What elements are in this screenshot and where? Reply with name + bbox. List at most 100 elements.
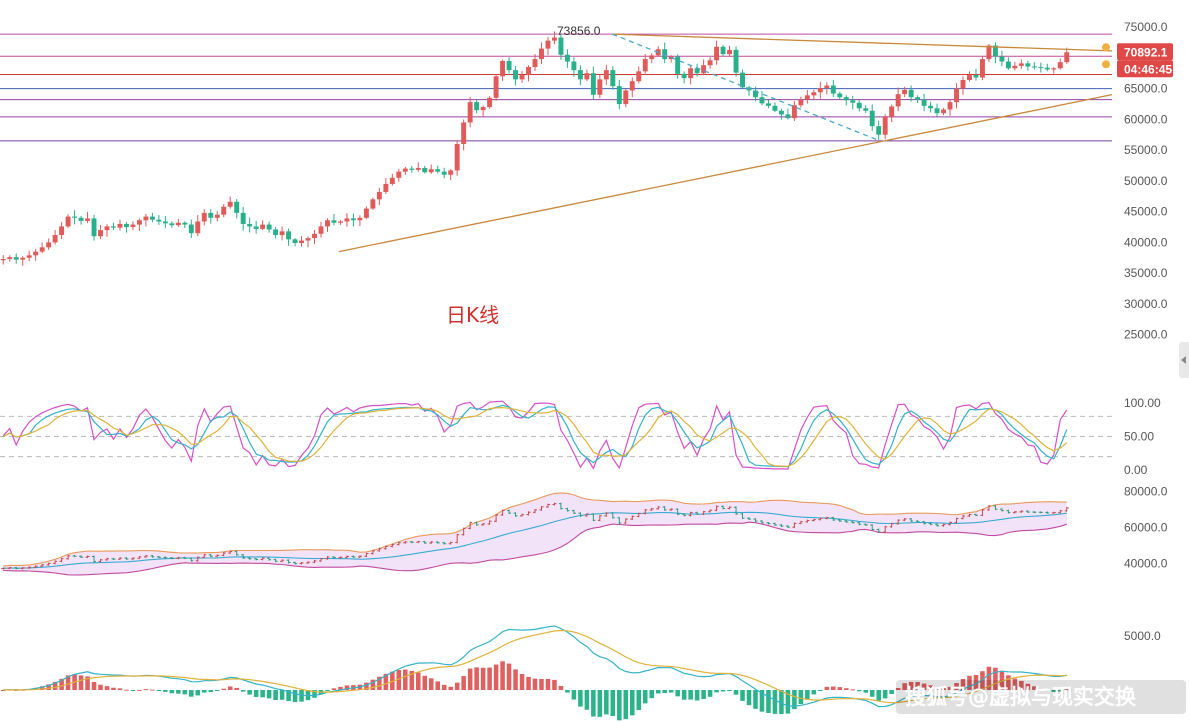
candle-body	[817, 87, 823, 93]
candle-body	[804, 95, 810, 100]
candle-body	[85, 218, 91, 221]
macd-histogram-bar	[623, 690, 629, 720]
macd-histogram-bar	[824, 686, 830, 690]
candle-body	[727, 49, 733, 55]
trendline	[612, 33, 1113, 52]
candle-body	[616, 86, 622, 104]
macd-histogram-bar	[279, 690, 285, 700]
macd-histogram-bar	[52, 681, 58, 690]
candle-body	[1044, 67, 1050, 70]
macd-histogram-bar	[792, 690, 797, 710]
macd-histogram-bar	[338, 686, 343, 690]
macd-histogram-bar	[441, 684, 447, 690]
oscillator-panel: 100.00 50.00 0.00	[0, 396, 1161, 477]
macd-histogram-bar	[331, 688, 337, 690]
macd-histogram-bar	[545, 678, 551, 690]
candle-body	[260, 224, 266, 229]
macd-histogram-bar	[837, 687, 843, 690]
macd-histogram-bar	[493, 664, 499, 690]
macd-histogram-bar	[292, 690, 298, 703]
candle-body	[409, 168, 415, 170]
macd-histogram-bar	[383, 673, 389, 690]
macd-histogram-bar	[364, 682, 369, 690]
macd-histogram-bar	[98, 684, 103, 690]
macd-histogram-bar	[889, 690, 894, 694]
candle-body	[13, 257, 19, 260]
panel-title: 日K线	[446, 303, 499, 327]
macd-histogram-bar	[772, 690, 778, 714]
price-tick-label: 55000.0	[1124, 143, 1168, 157]
candle-body	[642, 59, 648, 72]
macd-histogram-bar	[844, 688, 849, 690]
candle-body	[195, 221, 201, 234]
macd-histogram-bar	[960, 678, 966, 690]
candle-body	[895, 94, 901, 107]
macd-histogram-bar	[1064, 689, 1070, 691]
macd-histogram-bar	[915, 681, 920, 690]
candle-body	[558, 37, 564, 55]
macd-histogram-bar	[78, 675, 84, 690]
trendlines	[338, 33, 1113, 253]
macd-histogram-bar	[227, 686, 233, 690]
candle-body	[636, 71, 642, 82]
candle-body	[577, 70, 583, 80]
macd-histogram-bar	[908, 681, 914, 690]
macd-histogram-bar	[176, 690, 181, 694]
trendline	[338, 94, 1113, 253]
macd-histogram-bar	[1058, 690, 1063, 692]
candle-body	[266, 224, 272, 230]
candle-body	[149, 216, 155, 220]
candle-body	[889, 106, 895, 117]
candle-body	[39, 247, 45, 252]
macd-histogram-bar	[104, 686, 110, 690]
macd-histogram-bar	[876, 690, 881, 701]
macd-histogram-bar	[1025, 683, 1031, 690]
boll-mid-line	[3, 511, 1067, 569]
macd-histogram-bar	[798, 690, 804, 705]
watermark-text: 搜狐号@虚拟与现实交换	[905, 685, 1137, 709]
boll-lower-line	[3, 521, 1067, 576]
candle-body	[234, 201, 240, 213]
candle-body	[292, 239, 298, 244]
price-tags: 70892.1 04:46:45	[1102, 43, 1173, 78]
macd-histogram-bar	[461, 676, 466, 690]
macd-histogram-bar	[766, 690, 771, 714]
candle-body	[208, 212, 214, 218]
macd-tick-label: 5000.0	[1124, 629, 1161, 643]
candle-body	[136, 220, 142, 225]
macd-histogram-bar	[487, 667, 492, 690]
candle-body	[1005, 61, 1011, 69]
candle-body	[545, 40, 551, 49]
candle-body	[915, 97, 921, 100]
macd-histogram-bar	[584, 690, 590, 710]
macd-histogram-bar	[869, 690, 875, 697]
candle-body	[882, 116, 888, 135]
macd-histogram-bar	[856, 690, 862, 692]
candle-body	[662, 49, 668, 60]
macd-histogram-bar	[305, 690, 311, 701]
candle-body	[526, 67, 531, 76]
candle-body	[992, 45, 998, 57]
candle-body	[188, 224, 194, 234]
macd-histogram-bar	[273, 690, 278, 700]
macd-histogram-bar	[805, 690, 810, 699]
candle-body	[363, 208, 369, 218]
osc-series-line	[2, 406, 1068, 467]
candle-body	[111, 226, 116, 228]
candle-body	[513, 70, 519, 80]
watermark-bg	[896, 680, 1186, 714]
boll-upper-line	[3, 492, 1067, 567]
macd-panel: 5000.0	[0, 625, 1161, 721]
macd-histogram-bar	[811, 690, 817, 695]
candle-body	[331, 220, 337, 223]
macd-histogram-bar	[532, 678, 538, 690]
macd-histogram-bar	[928, 685, 933, 690]
macd-histogram-bar	[416, 672, 421, 690]
macd-histogram-bar	[435, 681, 440, 690]
candle-body	[227, 201, 233, 207]
candle-body	[299, 240, 305, 244]
macd-histogram-bar	[428, 678, 434, 690]
collapse-panel-button[interactable]	[1179, 342, 1189, 378]
macd-histogram-bar	[1045, 690, 1050, 691]
